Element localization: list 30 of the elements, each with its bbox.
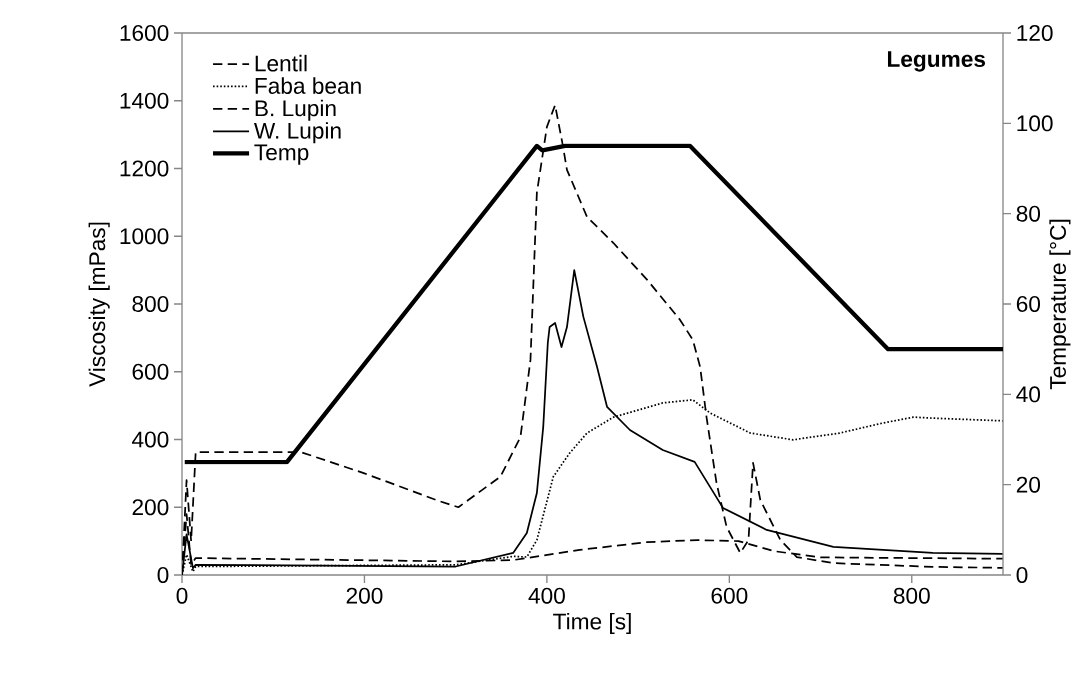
x-tick-label: 200	[346, 587, 383, 604]
y2-tick-label: 100	[1017, 115, 1053, 132]
x-tick-label: 600	[711, 587, 748, 604]
y-tick-label: 0	[157, 566, 169, 584]
legend-label: W. Lupin	[253, 122, 341, 144]
y-tick-label: 800	[132, 295, 169, 313]
y2-tick-label: 20	[1016, 476, 1041, 493]
y2-tick-label: 40	[1016, 386, 1041, 403]
x-tick-label: 400	[528, 587, 565, 604]
y-tick-label: 1600	[120, 24, 169, 42]
y-tick-label: 1400	[120, 92, 169, 109]
y-tick-label: 1000	[120, 228, 169, 245]
y2-tick-label: 120	[1017, 24, 1053, 42]
legend-label: B. Lupin	[255, 99, 336, 121]
y-axis-title: Viscosity [mPas]	[88, 222, 110, 387]
y2-axis-title: Temperature [°C]	[1049, 219, 1071, 390]
y-tick-label: 400	[132, 431, 169, 448]
legend-label: Lentil	[255, 54, 307, 72]
y-tick-label: 200	[132, 499, 169, 516]
legend-label: Faba bean	[255, 77, 361, 94]
y2-tick-label: 80	[1016, 205, 1041, 222]
y-tick-label: 600	[132, 363, 169, 380]
x-tick-label: 0	[176, 587, 188, 604]
x-tick-label: 800	[893, 587, 930, 604]
x-axis-title: Time [s]	[553, 612, 631, 635]
legend-label: Temp	[254, 144, 309, 165]
y2-tick-label: 60	[1016, 295, 1041, 313]
y-tick-label: 1200	[120, 160, 169, 177]
annotation: Legumes	[887, 51, 986, 72]
y2-tick-label: 0	[1016, 566, 1028, 584]
